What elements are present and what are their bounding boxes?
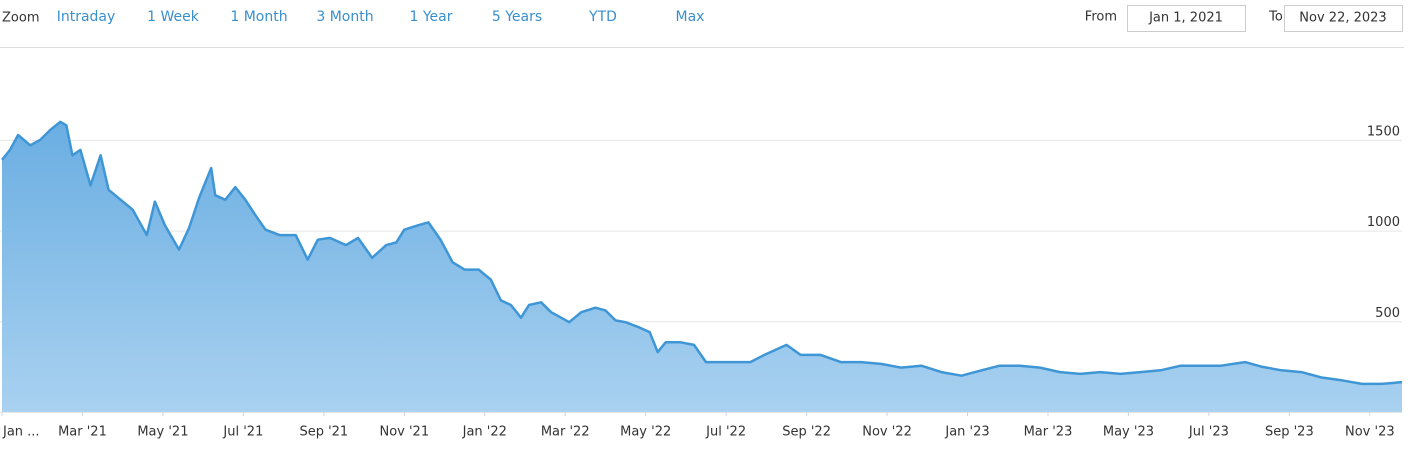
- zoom-buttons: Intraday 1 Week 1 Month 3 Month 1 Year 5 Year…: [57, 9, 705, 25]
- x-tick-label: Sep '21: [299, 425, 348, 440]
- line: [1, 120, 1403, 386]
- zoom-button[interactable]: 1 Week: [147, 9, 200, 25]
- x-tick-label: Mar '23: [1024, 425, 1073, 440]
- zoom-button[interactable]: 1 Month: [230, 9, 287, 25]
- x-tick-label: May '21: [137, 425, 188, 440]
- from-input[interactable]: [1127, 5, 1246, 32]
- from-value[interactable]: Jan 1, 2021: [1148, 11, 1223, 26]
- area: [2, 121, 1402, 413]
- zoom-label: Zoom: [2, 11, 39, 26]
- x-tick-label: Mar '22: [541, 425, 590, 440]
- y-tick-label: 1500: [1367, 124, 1400, 139]
- x-tick-label: Jan '22: [462, 425, 507, 440]
- to-input[interactable]: [1284, 5, 1403, 32]
- x-tick-label: Mar '21: [58, 425, 107, 440]
- x-tick-label: Jul '23: [1188, 425, 1229, 440]
- y-tick-label: 1000: [1367, 215, 1400, 230]
- zoom-button[interactable]: 1 Year: [410, 9, 453, 25]
- x-tick-label: Nov '22: [862, 425, 912, 440]
- x-tick-label: Nov '23: [1345, 425, 1395, 440]
- y-tick-label: 500: [1375, 306, 1400, 321]
- x-tick-label: Nov '21: [379, 425, 429, 440]
- x-tick-label: Jul '21: [222, 425, 263, 440]
- x-tick-label: Sep '23: [1265, 425, 1314, 440]
- x-tick-label: Jan '23: [944, 425, 989, 440]
- zoom-button[interactable]: Intraday: [57, 9, 116, 25]
- x-tick-label: Jul '22: [705, 425, 746, 440]
- to-value[interactable]: Nov 22, 2023: [1299, 11, 1386, 26]
- x-tick-label: May '22: [620, 425, 671, 440]
- zoom-button[interactable]: 3 Month: [316, 9, 373, 25]
- zoom-button[interactable]: YTD: [588, 9, 617, 25]
- zoom-button[interactable]: Max: [676, 9, 705, 25]
- zoom-button[interactable]: 5 Years: [492, 9, 542, 25]
- x-tick-label: Jan ...: [2, 425, 40, 440]
- x-tick-label: May '23: [1103, 425, 1154, 440]
- from-label: From: [1085, 10, 1117, 25]
- x-tick-label: Sep '22: [782, 425, 831, 440]
- to-label: To: [1268, 10, 1283, 25]
